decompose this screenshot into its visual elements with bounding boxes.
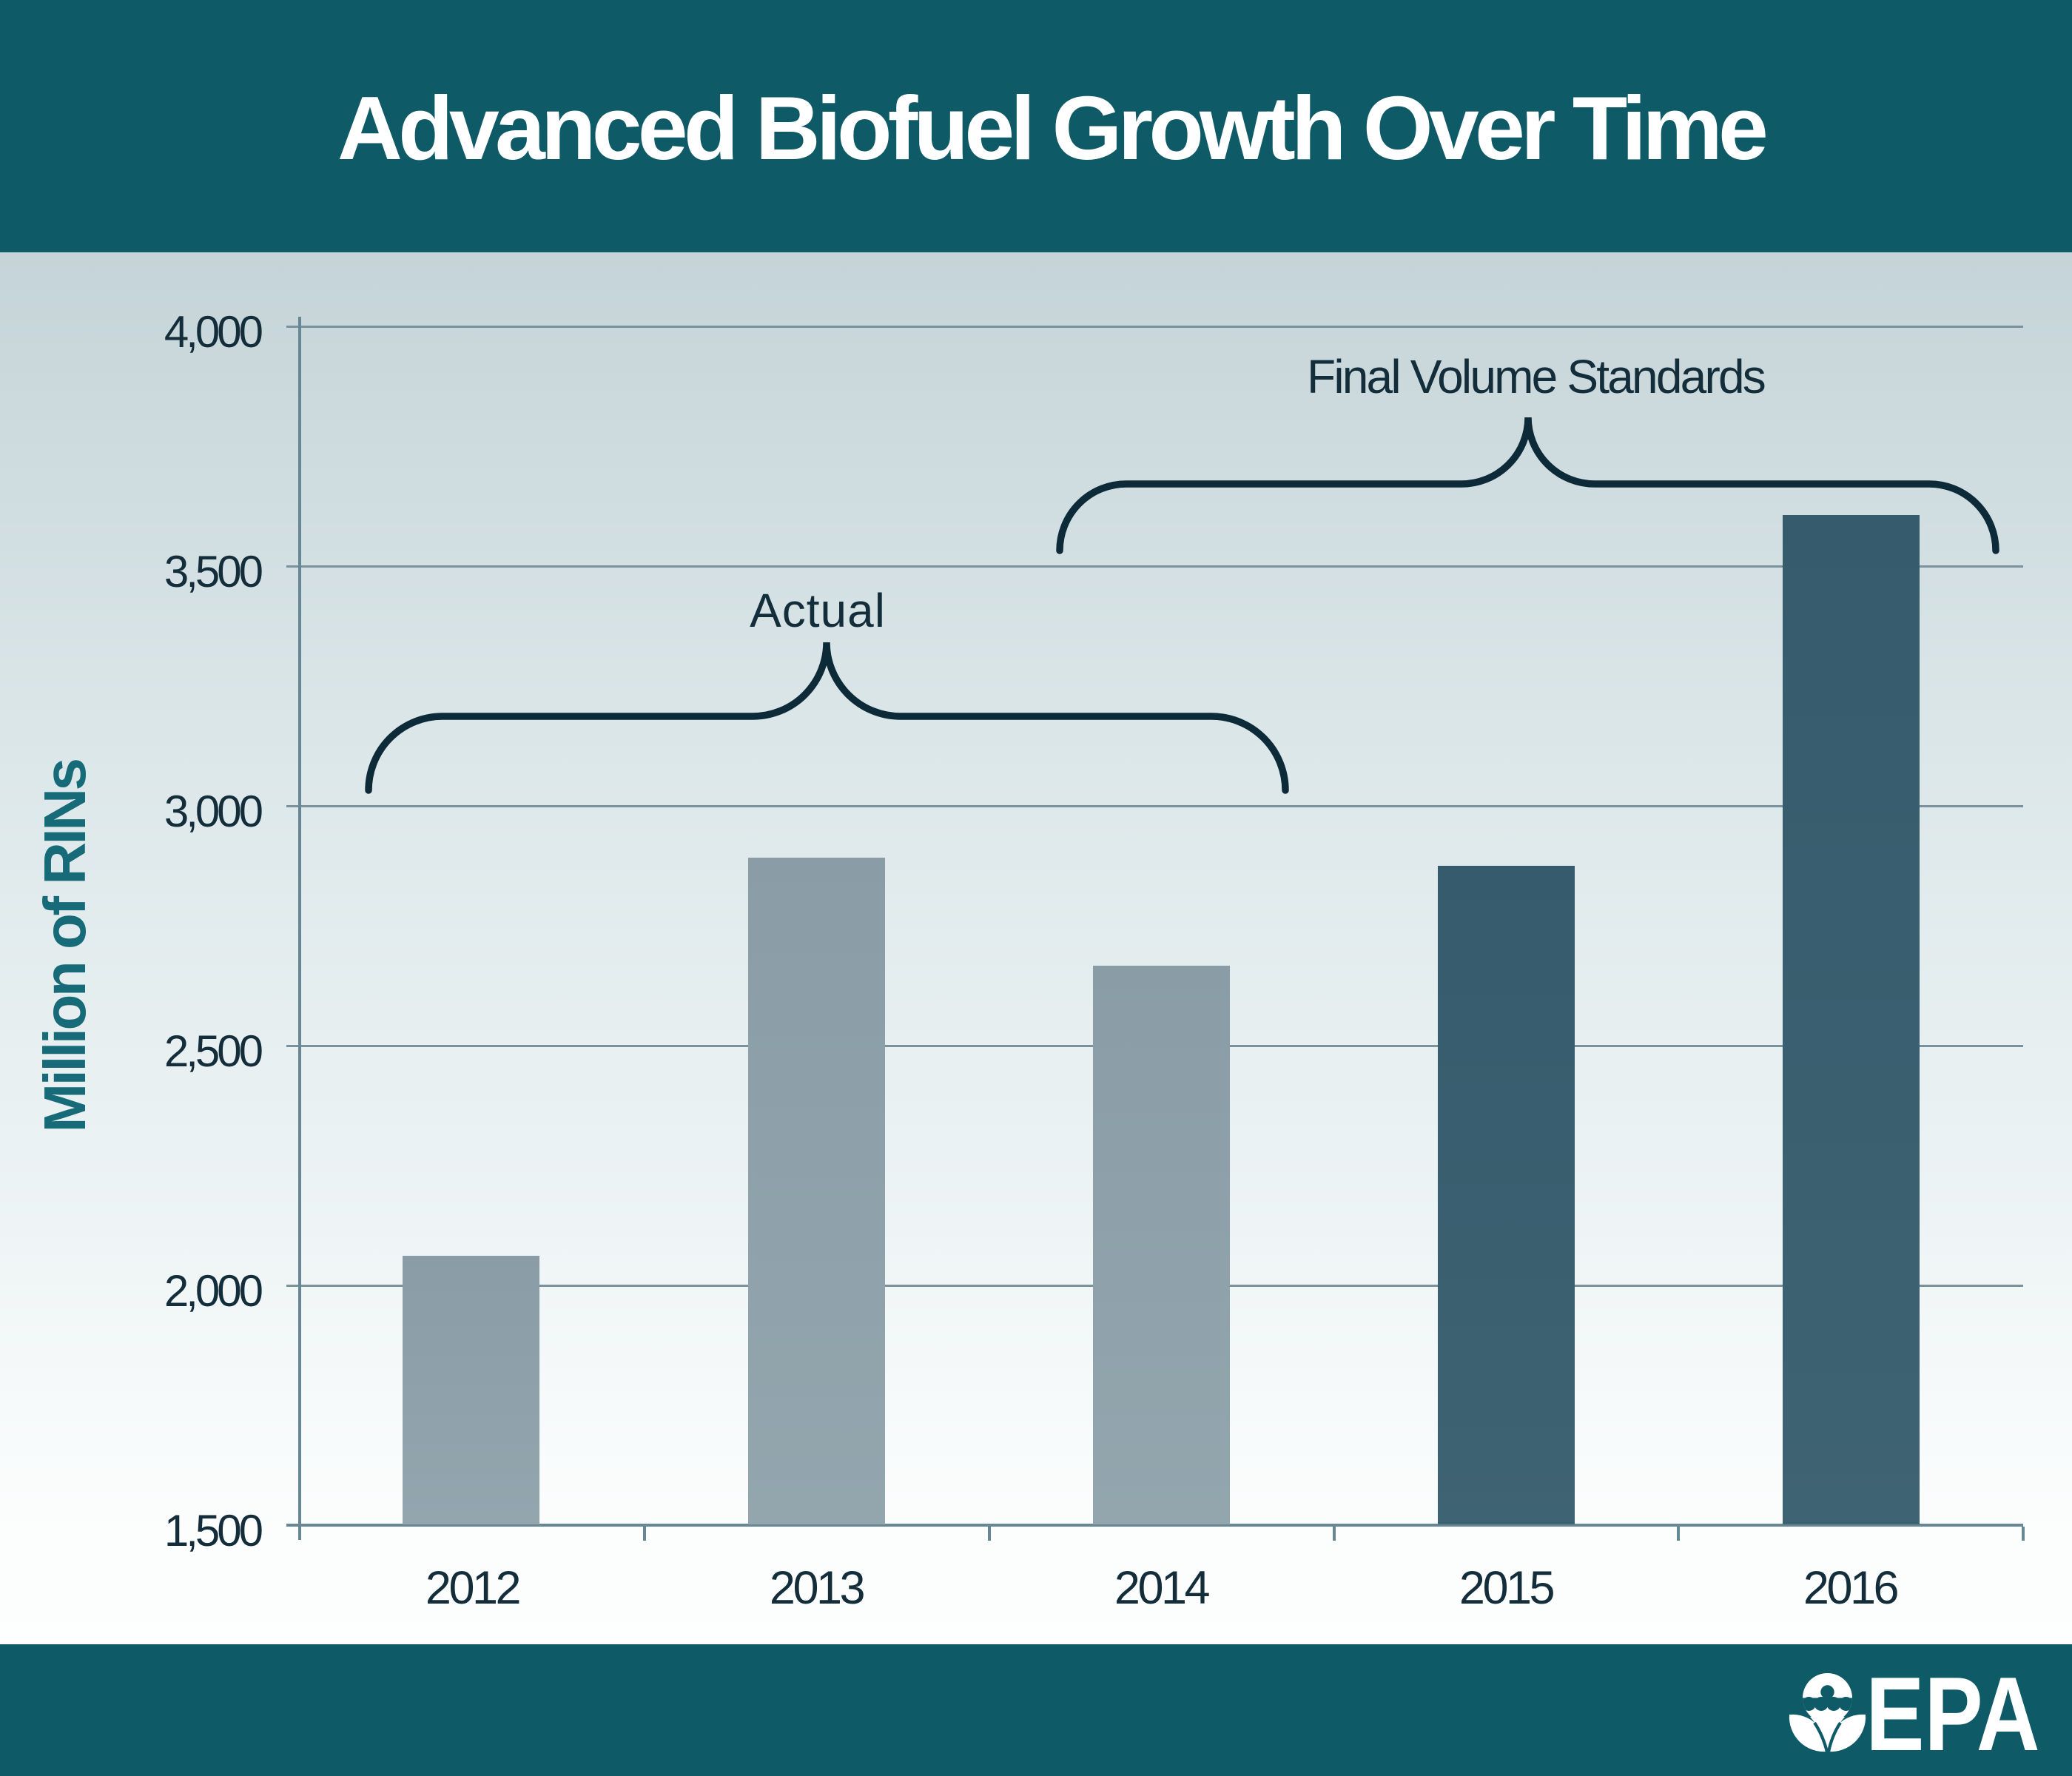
svg-text:EPA: EPA xyxy=(1866,1658,2039,1772)
